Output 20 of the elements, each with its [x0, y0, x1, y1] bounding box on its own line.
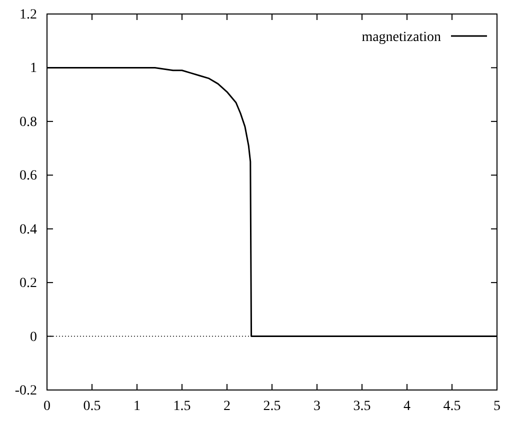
x-tick-label: 5 [494, 398, 500, 414]
legend-label: magnetization [362, 30, 441, 45]
x-tick-label: 0.5 [83, 398, 101, 414]
x-tick-label: 1 [134, 398, 140, 414]
y-tick-label: 0.6 [20, 168, 37, 184]
x-tick-label: 0 [44, 398, 50, 414]
x-tick-label: 2.5 [263, 398, 281, 414]
y-tick-label: 0 [30, 330, 37, 345]
y-tick-label: 1.2 [20, 7, 37, 22]
x-tick-label: 2 [224, 398, 230, 414]
x-tick-label: 4.5 [443, 398, 461, 414]
x-tick-label: 3.5 [353, 398, 371, 414]
x-tick-label: 3 [314, 398, 320, 414]
y-tick-label: -0.2 [14, 383, 37, 398]
y-tick-label: 1 [30, 61, 37, 76]
x-tick-label: 1.5 [173, 398, 191, 414]
y-tick-label: 0.8 [20, 114, 37, 130]
y-tick-label: 0.2 [20, 276, 37, 292]
x-tick-label: 4 [404, 398, 410, 414]
y-tick-label: 0.4 [20, 222, 37, 238]
